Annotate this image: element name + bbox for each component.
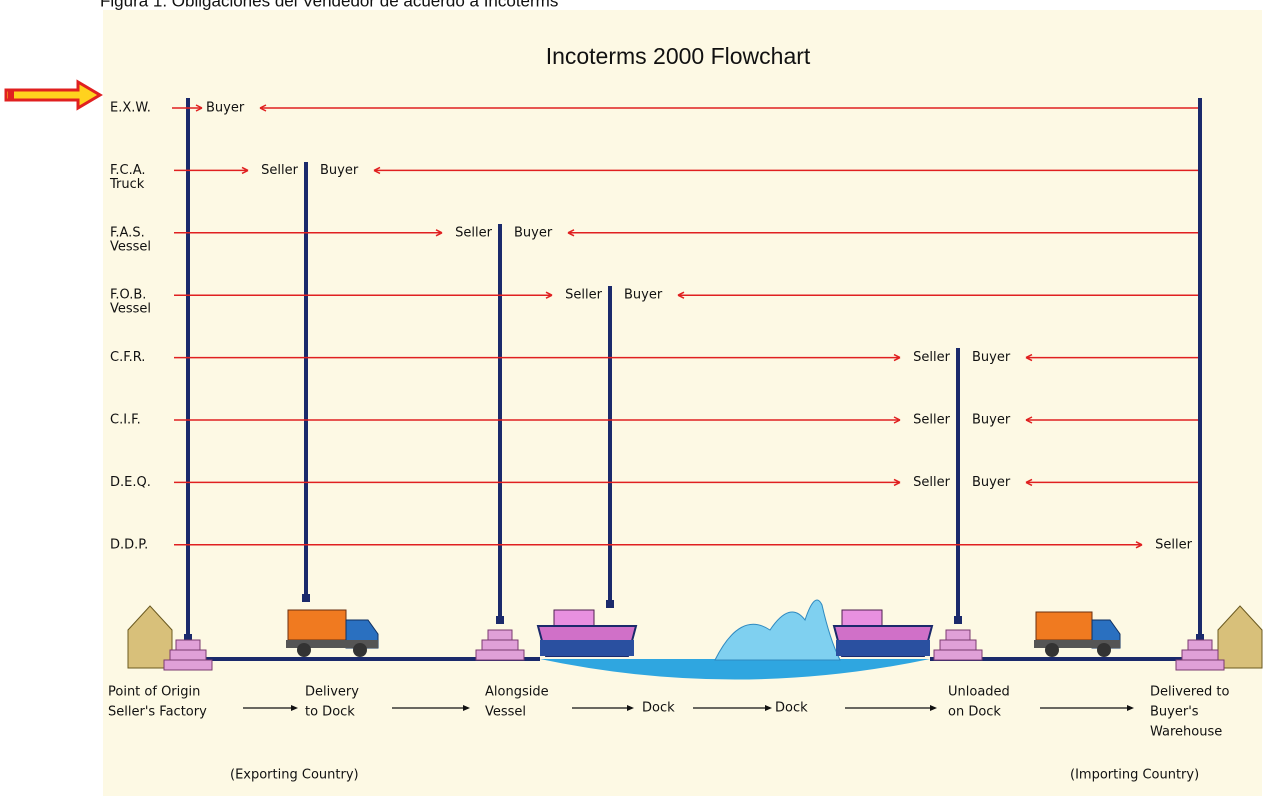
seller-label: Seller bbox=[565, 288, 602, 303]
stage-label: Buyer's bbox=[1150, 705, 1199, 720]
term-label: F.C.A. bbox=[110, 163, 146, 178]
term-label: C.I.F. bbox=[110, 413, 141, 428]
stage-label: Dock bbox=[642, 701, 675, 716]
term-label: F.O.B. bbox=[110, 288, 146, 303]
stage-label: Seller's Factory bbox=[108, 705, 207, 720]
buyer-label: Buyer bbox=[972, 350, 1011, 365]
stage-label: Vessel bbox=[485, 705, 526, 720]
seller-label: Seller bbox=[913, 350, 950, 365]
mode-label: Vessel bbox=[110, 302, 151, 317]
title: Incoterms 2000 Flowchart bbox=[546, 43, 811, 69]
caption: Figura 1. Obligaciones del Vendedor de a… bbox=[100, 0, 558, 10]
stage-label: Warehouse bbox=[1150, 725, 1222, 740]
buyer-label: Buyer bbox=[972, 413, 1011, 428]
seller-label: Seller bbox=[261, 163, 298, 178]
pointer-arrow bbox=[6, 82, 100, 108]
term-label: F.A.S. bbox=[110, 225, 145, 240]
buyer-label: Buyer bbox=[206, 101, 245, 116]
page: Figura 1. Obligaciones del Vendedor de a… bbox=[0, 0, 1276, 796]
region-label: (Exporting Country) bbox=[230, 768, 359, 783]
seller-label: Seller bbox=[1155, 537, 1192, 552]
term-label: D.D.P. bbox=[110, 537, 148, 552]
term-label: D.E.Q. bbox=[110, 475, 151, 490]
term-label: C.F.R. bbox=[110, 350, 145, 365]
stage-label: Delivery bbox=[305, 685, 359, 700]
mode-label: Vessel bbox=[110, 239, 151, 254]
stage-label: Unloaded bbox=[948, 685, 1010, 700]
seller-label: Seller bbox=[913, 413, 950, 428]
stage-label: on Dock bbox=[948, 705, 1001, 720]
seller-label: Seller bbox=[913, 475, 950, 490]
buyer-label: Buyer bbox=[972, 475, 1011, 490]
mode-label: Truck bbox=[109, 177, 145, 192]
stage-label: Alongside bbox=[485, 685, 549, 700]
seller-label: Seller bbox=[455, 225, 492, 240]
buyer-label: Buyer bbox=[514, 225, 553, 240]
buyer-label: Buyer bbox=[624, 288, 663, 303]
region-label: (Importing Country) bbox=[1070, 768, 1199, 783]
stage-label: Dock bbox=[775, 701, 808, 716]
buyer-label: Buyer bbox=[320, 163, 359, 178]
stage-label: Delivered to bbox=[1150, 685, 1229, 700]
term-label: E.X.W. bbox=[110, 101, 151, 116]
stage-label: Point of Origin bbox=[108, 685, 200, 700]
panel bbox=[103, 10, 1262, 796]
stage-label: to Dock bbox=[305, 705, 355, 720]
